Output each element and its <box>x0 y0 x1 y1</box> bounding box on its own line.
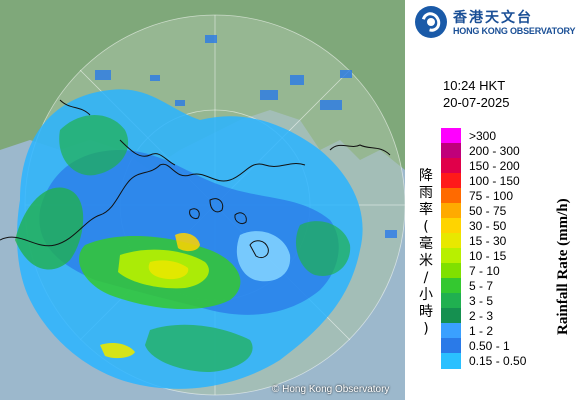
radar-image <box>0 0 405 400</box>
legend-label: 0.15 - 0.50 <box>469 354 527 368</box>
legend-label: 15 - 30 <box>469 234 507 248</box>
legend-row: 15 - 30 <box>441 233 561 249</box>
legend-row: 75 - 100 <box>441 188 561 204</box>
copyright-text: © Hong Kong Observatory <box>272 384 390 395</box>
legend-label: 10 - 15 <box>469 249 507 263</box>
legend-label: 2 - 3 <box>469 309 494 323</box>
hko-emblem-icon <box>415 6 447 38</box>
legend-row: >300 <box>441 128 561 144</box>
legend-swatch <box>441 233 461 249</box>
legend-swatch <box>441 323 461 339</box>
observatory-logo: 香港天文台 HONG KONG OBSERVATORY <box>415 6 576 40</box>
legend-title-en: Rainfall Rate (mm/h) <box>555 198 571 335</box>
legend-row: 5 - 7 <box>441 278 561 294</box>
legend-row: 50 - 75 <box>441 203 561 219</box>
legend-row: 0.50 - 1 <box>441 338 561 354</box>
legend-label: 50 - 75 <box>469 204 507 218</box>
legend-label: 0.50 - 1 <box>469 339 510 353</box>
legend-swatch <box>441 218 461 234</box>
timestamp-time: 10:24 HKT <box>443 78 506 93</box>
legend-label: 7 - 10 <box>469 264 500 278</box>
legend-row: 100 - 150 <box>441 173 561 189</box>
legend-row: 200 - 300 <box>441 143 561 159</box>
legend-swatch <box>441 263 461 279</box>
legend-swatch <box>441 128 461 144</box>
legend-swatch <box>441 188 461 204</box>
legend-label: 1 - 2 <box>469 324 494 338</box>
legend-swatch <box>441 158 461 174</box>
org-name-en: HONG KONG OBSERVATORY <box>453 26 576 36</box>
legend-swatch <box>441 278 461 294</box>
legend-label: >300 <box>469 129 497 143</box>
legend-label: 5 - 7 <box>469 279 494 293</box>
legend-label: 100 - 150 <box>469 174 520 188</box>
legend-swatch <box>441 248 461 264</box>
legend-row: 3 - 5 <box>441 293 561 309</box>
legend-label: 3 - 5 <box>469 294 494 308</box>
legend-row: 150 - 200 <box>441 158 561 174</box>
radar-map[interactable]: © Hong Kong Observatory <box>0 0 405 400</box>
legend-panel: 香港天文台 HONG KONG OBSERVATORY 10:24 HKT 20… <box>405 0 577 400</box>
legend-label: 30 - 50 <box>469 219 507 233</box>
coastlines <box>0 99 391 259</box>
legend-row: 10 - 15 <box>441 248 561 264</box>
legend-swatch <box>441 143 461 159</box>
legend-title-zh: 降雨率(毫米 / 小時) <box>419 168 433 337</box>
legend-row: 1 - 2 <box>441 323 561 339</box>
legend-swatch <box>441 173 461 189</box>
legend-label: 150 - 200 <box>469 159 520 173</box>
timestamp-date: 20-07-2025 <box>443 95 510 110</box>
legend-swatch <box>441 353 461 369</box>
legend-row: 2 - 3 <box>441 308 561 324</box>
legend-swatch <box>441 293 461 309</box>
legend-swatch <box>441 203 461 219</box>
legend-row: 7 - 10 <box>441 263 561 279</box>
legend-label: 75 - 100 <box>469 189 514 203</box>
legend-label: 200 - 300 <box>469 144 520 158</box>
org-name-zh: 香港天文台 <box>453 10 533 26</box>
legend-row: 30 - 50 <box>441 218 561 234</box>
legend-row: 0.15 - 0.50 <box>441 353 561 369</box>
legend-swatch <box>441 338 461 354</box>
legend-swatch <box>441 308 461 324</box>
